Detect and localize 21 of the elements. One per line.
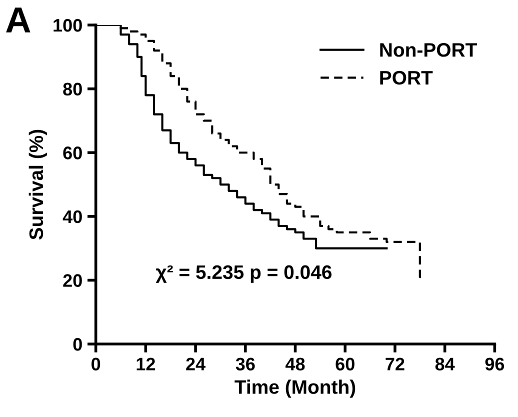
x-tick-label: 84 xyxy=(435,358,455,370)
y-tick-label: 60 xyxy=(63,146,82,160)
y-tick-label: 100 xyxy=(54,18,82,32)
x-tick-label: 24 xyxy=(186,358,206,370)
x-tick-label: 12 xyxy=(136,358,156,370)
y-tick-label: 0 xyxy=(73,338,82,351)
y-tick-label: 40 xyxy=(62,210,82,224)
legend-label: PORT xyxy=(380,70,433,85)
x-tick-label: 36 xyxy=(236,358,255,371)
annotation: χ² = 5.235 p = 0.046 xyxy=(156,265,332,283)
x-tick-label: 60 xyxy=(336,358,354,370)
x-tick-label: 72 xyxy=(386,358,404,370)
x-tick-label: 48 xyxy=(285,358,305,370)
x-tick-label: 96 xyxy=(485,358,504,370)
x-axis-title: Time (Month) xyxy=(234,380,356,398)
y-tick-label: 80 xyxy=(63,82,82,96)
legend-label: Non-PORT xyxy=(380,43,477,57)
y-axis-title: Survival (%) xyxy=(28,130,47,240)
y-tick-label: 20 xyxy=(63,274,82,287)
text: A xyxy=(6,8,30,32)
x-tick-label: 0 xyxy=(92,358,100,370)
